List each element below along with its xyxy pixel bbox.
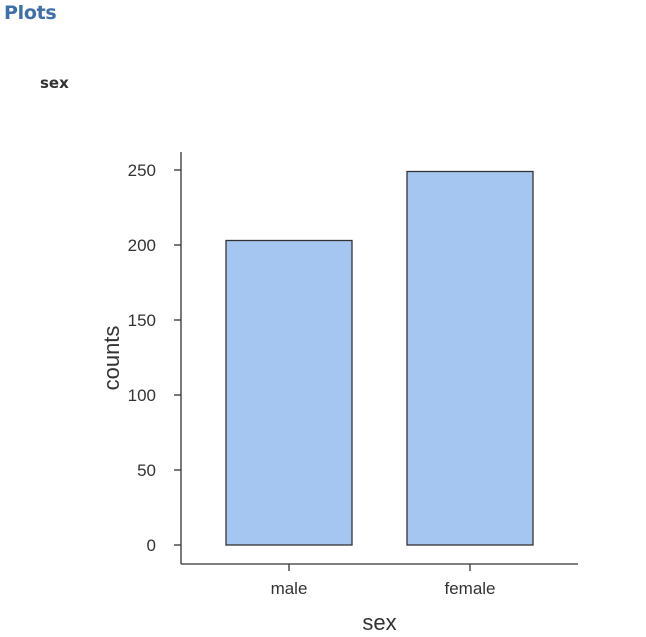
- y-axis-title: counts: [99, 326, 124, 391]
- results-heading: Plots: [4, 2, 57, 24]
- bar-female: [406, 170, 534, 546]
- x-ticks-group: male female: [271, 564, 496, 598]
- y-tick-label: 200: [128, 236, 156, 255]
- y-ticks-group: 0 50 100 150 200 250: [128, 161, 181, 555]
- y-tick-label: 50: [137, 461, 156, 480]
- y-tick-label: 250: [128, 161, 156, 180]
- x-tick-label: male: [271, 579, 308, 598]
- y-tick-label: 150: [128, 311, 156, 330]
- bar-male: [225, 239, 353, 546]
- plot-title: sex: [40, 74, 69, 92]
- x-axis-title: sex: [362, 610, 396, 635]
- y-tick-label: 100: [128, 386, 156, 405]
- x-tick-label: female: [444, 579, 495, 598]
- bars-group: [225, 170, 534, 546]
- y-tick-label: 0: [147, 536, 156, 555]
